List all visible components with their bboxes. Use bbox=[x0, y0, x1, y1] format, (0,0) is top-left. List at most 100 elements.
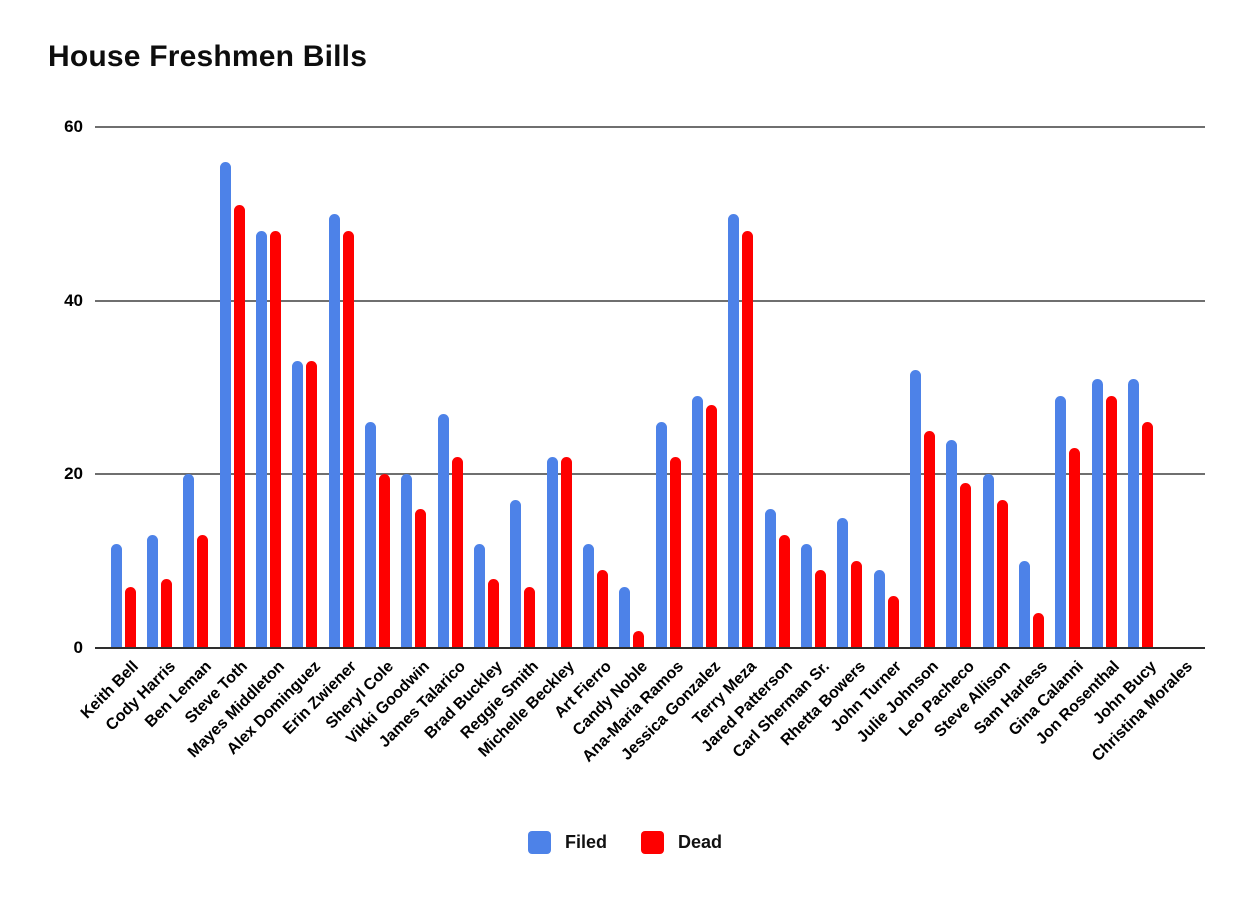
bar-filed bbox=[473, 543, 485, 648]
bar-filed bbox=[691, 396, 703, 648]
bar-filed bbox=[1055, 396, 1067, 648]
bar-dead bbox=[778, 535, 790, 648]
bar-filed bbox=[292, 361, 304, 648]
chart-title: House Freshmen Bills bbox=[48, 40, 368, 73]
bar-dead bbox=[1141, 422, 1153, 648]
category-slot bbox=[941, 127, 977, 648]
bars-row bbox=[95, 127, 1205, 648]
category-slot bbox=[977, 127, 1013, 648]
bar-filed bbox=[255, 231, 267, 648]
category-slot bbox=[214, 127, 250, 648]
category-slot bbox=[1122, 127, 1158, 648]
bar-filed bbox=[909, 370, 921, 648]
bar-dead bbox=[197, 535, 209, 648]
bar-dead bbox=[1105, 396, 1117, 648]
bar-filed bbox=[728, 213, 740, 648]
category-slot bbox=[105, 127, 141, 648]
bar-dead bbox=[923, 430, 935, 648]
bar-filed bbox=[219, 161, 231, 648]
category-slot bbox=[250, 127, 286, 648]
legend-item-dead: Dead bbox=[641, 831, 722, 854]
category-slot bbox=[868, 127, 904, 648]
bar-dead bbox=[996, 500, 1008, 648]
category-slot bbox=[577, 127, 613, 648]
bar-filed bbox=[655, 422, 667, 648]
legend-label-dead: Dead bbox=[678, 832, 723, 852]
y-tick-label: 40 bbox=[64, 290, 83, 310]
category-slot bbox=[141, 127, 177, 648]
bar-dead bbox=[960, 483, 972, 648]
category-slot bbox=[178, 127, 214, 648]
category-slot bbox=[1013, 127, 1049, 648]
category-slot bbox=[795, 127, 831, 648]
bar-filed bbox=[873, 569, 885, 648]
plot-area: 0 20 40 60 Keith Bell Cody Harris Ben Leman Ste… bbox=[64, 117, 1205, 766]
bar-filed bbox=[1018, 561, 1030, 648]
bar-dead bbox=[596, 569, 608, 648]
bar-filed bbox=[582, 543, 594, 648]
category-slot bbox=[832, 127, 868, 648]
bar-dead bbox=[1069, 448, 1081, 648]
bar-dead bbox=[160, 578, 172, 648]
bar-filed bbox=[1127, 378, 1139, 648]
gridline bbox=[95, 299, 1205, 302]
category-slot bbox=[1050, 127, 1086, 648]
category-slot bbox=[1086, 127, 1122, 648]
legend: Filed Dead bbox=[0, 831, 1250, 854]
category-slot bbox=[323, 127, 359, 648]
category-slot bbox=[396, 127, 432, 648]
bar-dead bbox=[415, 509, 427, 648]
bar-dead bbox=[851, 561, 863, 648]
legend-item-filed: Filed bbox=[527, 831, 607, 854]
category-slot bbox=[1159, 127, 1195, 648]
legend-swatch-dead bbox=[641, 831, 664, 854]
category-slot bbox=[468, 127, 504, 648]
bar-filed bbox=[110, 543, 122, 648]
bar-dead bbox=[814, 569, 826, 648]
category-slot bbox=[904, 127, 940, 648]
category-slot bbox=[505, 127, 541, 648]
category-slot bbox=[686, 127, 722, 648]
bar-filed bbox=[510, 500, 522, 648]
bar-filed bbox=[837, 517, 849, 648]
y-tick-label: 20 bbox=[64, 464, 83, 484]
category-slot bbox=[541, 127, 577, 648]
bar-filed bbox=[183, 474, 195, 648]
bar-dead bbox=[705, 404, 717, 648]
bar-dead bbox=[487, 578, 499, 648]
bar-dead bbox=[378, 474, 390, 648]
bar-dead bbox=[451, 456, 463, 648]
x-axis-line bbox=[95, 647, 1205, 649]
bar-filed bbox=[401, 474, 413, 648]
category-slot bbox=[650, 127, 686, 648]
bar-dead bbox=[1032, 613, 1044, 648]
bar-filed bbox=[946, 439, 958, 648]
bar-filed bbox=[800, 543, 812, 648]
bar-dead bbox=[124, 587, 136, 648]
bar-filed bbox=[328, 213, 340, 648]
category-slot bbox=[287, 127, 323, 648]
gridline bbox=[95, 473, 1205, 476]
bar-dead bbox=[269, 231, 281, 648]
bar-dead bbox=[233, 205, 245, 648]
category-slot bbox=[614, 127, 650, 648]
bar-dead bbox=[633, 630, 645, 648]
legend-label-filed: Filed bbox=[564, 832, 607, 852]
bar-dead bbox=[669, 456, 681, 648]
bar-filed bbox=[364, 422, 376, 648]
legend-swatch-filed bbox=[527, 831, 551, 854]
bar-filed bbox=[764, 509, 776, 648]
bar-dead bbox=[306, 361, 318, 648]
bar-dead bbox=[560, 456, 572, 648]
bar-dead bbox=[742, 231, 754, 648]
y-tick-label: 60 bbox=[64, 117, 83, 136]
bar-filed bbox=[982, 474, 994, 648]
bar-filed bbox=[546, 456, 558, 648]
y-tick-label: 0 bbox=[73, 638, 83, 657]
category-slot bbox=[723, 127, 759, 648]
bar-filed bbox=[1091, 378, 1103, 648]
bar-filed bbox=[437, 413, 449, 648]
bar-dead bbox=[524, 587, 536, 648]
bar-filed bbox=[619, 587, 631, 648]
category-slot bbox=[359, 127, 395, 648]
